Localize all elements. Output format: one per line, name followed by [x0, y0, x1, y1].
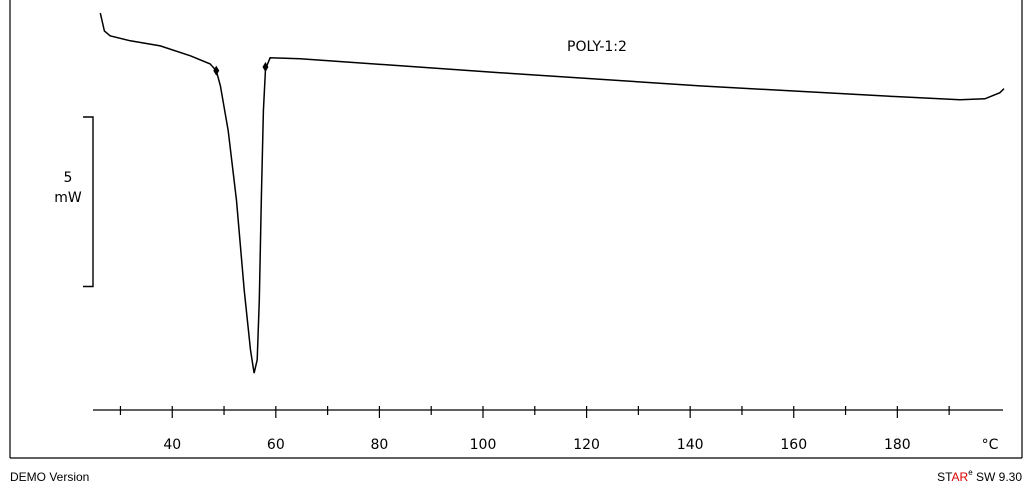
x-tick-label: 140 [677, 437, 704, 453]
brand-part: AR [952, 470, 969, 484]
footer-left: DEMO Version [10, 470, 89, 484]
scale-bar [83, 116, 94, 288]
x-tick-label: 60 [267, 437, 285, 453]
footer-right: STARe SW 9.30 [937, 468, 1022, 484]
x-tick-label: 100 [470, 437, 497, 453]
scale-unit: mW [54, 190, 82, 206]
x-tick-label: 180 [884, 437, 911, 453]
limit-marker [262, 61, 269, 72]
curve-label: POLY-1:2 [567, 39, 627, 55]
x-tick-label: 40 [163, 437, 181, 453]
scale-value: 5 [64, 170, 73, 186]
x-tick-label: 160 [780, 437, 807, 453]
brand-part: e [968, 468, 973, 477]
x-tick-label: 120 [573, 437, 600, 453]
brand-part: SW 9.30 [973, 470, 1023, 484]
x-tick-label: 80 [371, 437, 389, 453]
brand-part: ST [937, 470, 953, 484]
x-unit-label: °C [982, 437, 999, 453]
curve [99, 12, 1005, 374]
limit-marker [213, 65, 220, 76]
